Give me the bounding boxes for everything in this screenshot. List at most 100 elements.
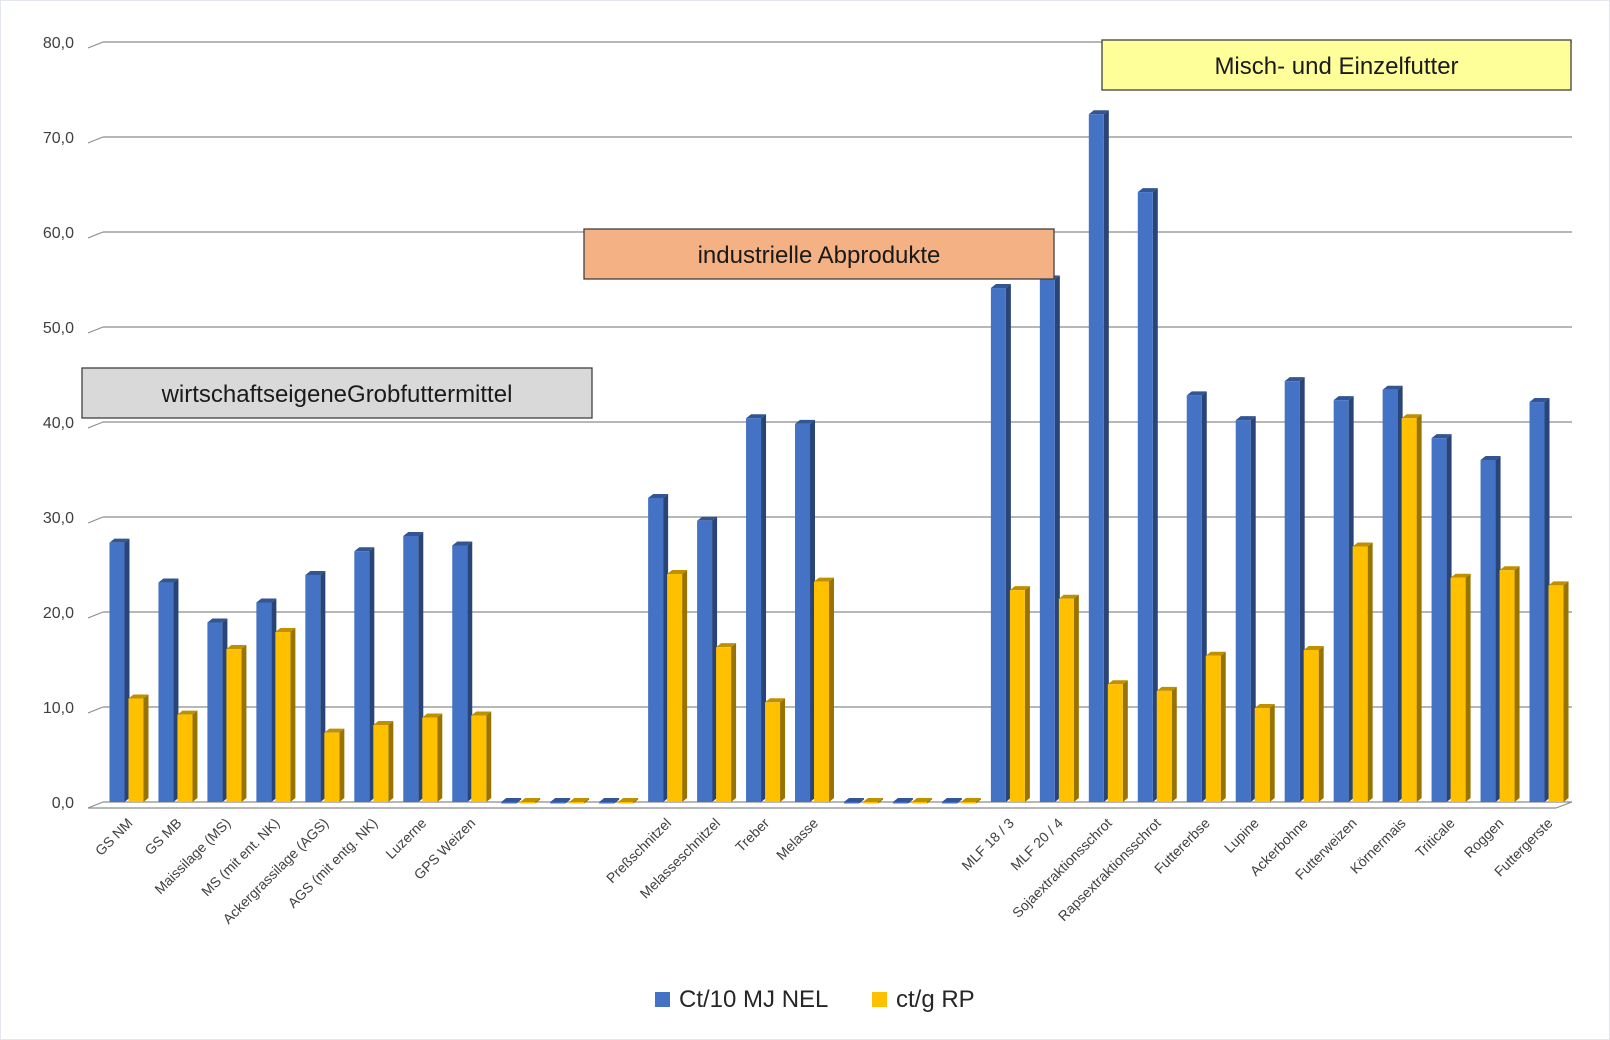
- bar-side: [1122, 680, 1128, 802]
- x-tick-label: Roggen: [1461, 815, 1507, 861]
- bar-ct-rp: [862, 802, 878, 804]
- bar-ct-nel: [1284, 381, 1300, 802]
- bar-ct-nel: [843, 802, 859, 804]
- bar-top: [1009, 586, 1030, 591]
- bar-ct-nel: [990, 288, 1006, 802]
- bar-side: [731, 643, 737, 802]
- bar-top: [1401, 414, 1422, 419]
- y-tick-label: 80,0: [43, 35, 74, 52]
- y-tick-label: 50,0: [43, 320, 74, 337]
- bar-ct-rp: [324, 732, 340, 802]
- bar-side: [1299, 377, 1305, 802]
- y-tick-label: 60,0: [43, 225, 74, 242]
- bar-ct-nel: [1137, 192, 1153, 803]
- bar-top: [128, 694, 149, 699]
- bar-side: [1220, 651, 1226, 802]
- bar-top: [1382, 385, 1403, 390]
- bar-ct-rp: [1254, 707, 1270, 802]
- x-tick-label: MLF 18 / 3: [958, 815, 1017, 874]
- bar-side: [633, 798, 639, 804]
- group-label-box: [1101, 39, 1572, 91]
- bar-ct-nel: [1382, 389, 1398, 802]
- bar-side: [418, 532, 424, 802]
- bar-side: [858, 798, 864, 804]
- bar-ct-nel: [1480, 460, 1496, 802]
- gridline-depth: [87, 231, 104, 239]
- bar-side: [761, 414, 767, 802]
- bar-ct-nel: [109, 542, 125, 802]
- gridline-depth: [87, 706, 104, 714]
- bar-ct-nel: [550, 802, 566, 804]
- bar-top: [226, 645, 247, 650]
- bar-ct-nel: [354, 551, 370, 802]
- x-tick-label: Lupine: [1221, 815, 1262, 856]
- legend-swatch: [655, 992, 670, 1007]
- bar-side: [516, 798, 522, 804]
- bar-side: [682, 570, 688, 802]
- bar-side: [1171, 686, 1177, 802]
- bar-ct-nel: [1039, 279, 1055, 802]
- y-tick-label: 40,0: [43, 415, 74, 432]
- bar-ct-nel: [1088, 114, 1104, 802]
- bar-side: [1024, 586, 1030, 802]
- x-axis-floor-edge: [1555, 801, 1573, 809]
- bar-top: [403, 532, 424, 536]
- bar-top: [1431, 434, 1452, 439]
- bar-ct-rp: [373, 725, 389, 802]
- bar-ct-rp: [422, 717, 438, 802]
- legend-swatch: [872, 992, 887, 1007]
- x-tick-label: Luzerne: [382, 815, 429, 862]
- bar-ct-nel: [452, 545, 468, 802]
- bar-side: [1563, 581, 1569, 802]
- bar-top: [550, 798, 571, 802]
- bar-side: [810, 419, 816, 802]
- bar-ct-rp: [520, 802, 536, 804]
- bar-top: [1156, 686, 1177, 691]
- bar-top: [1235, 416, 1256, 421]
- bar-top: [1303, 646, 1324, 650]
- bar-side: [124, 538, 130, 802]
- bar-side: [339, 728, 345, 802]
- bar-side: [241, 645, 247, 802]
- bar-ct-nel: [795, 423, 811, 802]
- bar-side: [956, 798, 962, 804]
- bar-top: [862, 798, 883, 802]
- bar-ct-nel: [158, 582, 174, 802]
- bar-top: [1548, 581, 1569, 586]
- bar-side: [271, 598, 277, 802]
- legend-label: Ct/10 MJ NEL: [679, 986, 828, 1013]
- bar-side: [1544, 398, 1550, 802]
- bar-side: [467, 541, 473, 802]
- bar-top: [814, 577, 835, 582]
- bar-side: [780, 698, 786, 802]
- bar-top: [697, 516, 718, 521]
- x-tick-label: AGS (mit entg. NK): [284, 815, 380, 911]
- bar-top: [1088, 110, 1109, 115]
- bar-top: [599, 798, 620, 802]
- group-label: Misch- und Einzelfutter: [1214, 53, 1458, 80]
- bar-layer: [109, 110, 1569, 804]
- bar-ct-rp: [1205, 655, 1221, 802]
- bar-ct-nel: [403, 536, 419, 802]
- bar-top: [422, 713, 443, 718]
- gridline-depth: [87, 421, 104, 429]
- bar-side: [926, 798, 932, 804]
- bar-side: [1465, 573, 1471, 802]
- bar-top: [256, 598, 277, 603]
- bar-ct-rp: [960, 802, 976, 804]
- bar-side: [1201, 391, 1207, 802]
- bar-top: [1058, 594, 1079, 599]
- bar-ct-rp: [177, 714, 193, 802]
- x-tick-label: GS MB: [141, 815, 184, 858]
- bar-top: [207, 618, 228, 623]
- bar-ct-rp: [226, 649, 242, 802]
- bar-side: [369, 547, 375, 802]
- bar-ct-rp: [667, 574, 683, 802]
- bar-ct-rp: [569, 802, 585, 804]
- bar-side: [388, 721, 394, 802]
- bar-side: [565, 798, 571, 804]
- bar-top: [471, 711, 492, 716]
- x-tick-label: Triticale: [1412, 815, 1458, 861]
- bar-ct-rp: [1303, 650, 1319, 802]
- bar-ct-nel: [501, 802, 517, 804]
